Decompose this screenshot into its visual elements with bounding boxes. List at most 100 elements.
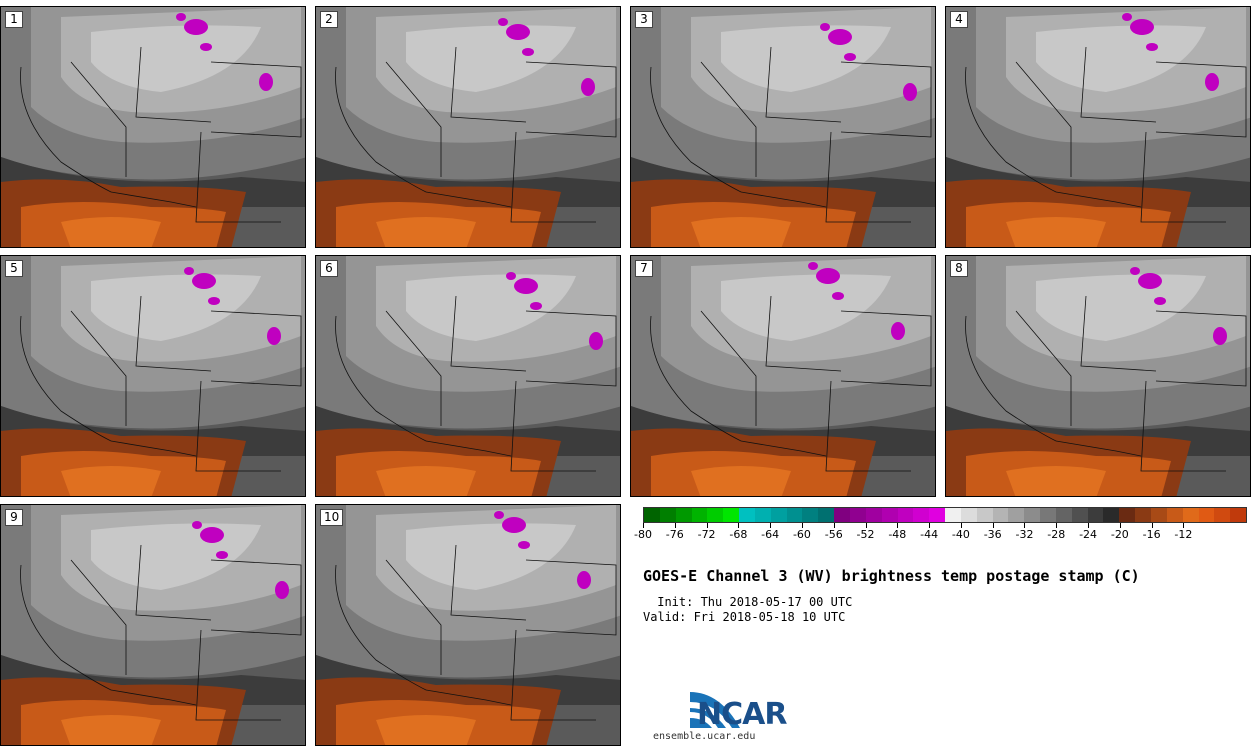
colorbar-swatch [960,508,977,522]
panel-number: 9 [5,509,23,526]
colorbar-swatch [1040,508,1056,522]
colorbar-tick-label: -68 [729,528,748,541]
panel-number: 5 [5,260,23,277]
colorbar-tick [833,523,835,528]
colorbar-tick-label: -32 [1015,528,1034,541]
init-time: Init: Thu 2018-05-17 00 UTC [650,595,853,609]
colorbar-tick-label: -56 [824,528,843,541]
ensemble-url: ensemble.ucar.edu [653,731,756,742]
colorbar-tick [1024,523,1026,528]
colorbar-swatch [1182,508,1199,522]
colorbar-swatch [897,508,914,522]
stamp-panel-5: 5 [0,255,306,497]
colorbar-swatch [675,508,692,522]
colorbar-swatch [1119,508,1136,522]
wv-map [1,505,305,745]
panel-number: 6 [320,260,338,277]
colorbar-swatch [992,508,1009,522]
colorbar-tick-label: -16 [1142,528,1161,541]
colorbar-tick-labels: -80 -76 -72 -68 -64 -60 -56 -52 -48 -44 -40 -36 -32-… [634,523,1247,543]
colorbar-tick-label: -40 [951,528,970,541]
colorbar-swatch [1230,508,1247,522]
colorbar-swatch [881,508,898,522]
colorbar-tick [643,523,644,528]
wv-map [316,505,620,745]
colorbar-swatch [945,508,961,522]
colorbar-swatch [1087,508,1104,522]
stamp-panel-8: 8 [945,255,1251,497]
colorbar-swatch [770,508,787,522]
stamp-panel-1: 1 [0,6,306,248]
colorbar-tick-label: -76 [665,528,684,541]
colorbar-tick-label: -72 [697,528,716,541]
panel-number: 10 [320,509,344,526]
colorbar-tick [897,523,899,528]
colorbar-swatch [1103,508,1120,522]
panel-number: 1 [5,11,23,28]
wv-map [631,7,935,247]
colorbar-swatch [849,508,866,522]
colorbar-swatch [659,508,676,522]
colorbar-tick-label: -80 [634,528,652,541]
colorbar-swatch [834,508,850,522]
stamp-panel-9: 9 [0,504,306,746]
wv-map [946,7,1250,247]
colorbar-tick-label: -36 [983,528,1002,541]
panel-number: 3 [635,11,653,28]
colorbar-tick [1183,523,1185,528]
colorbar-tick [770,523,772,528]
wv-map [1,7,305,247]
wv-map [1,256,305,496]
colorbar-swatch [707,508,724,522]
panel-number: 4 [950,11,968,28]
colorbar-swatch [723,508,740,522]
colorbar-swatch [802,508,819,522]
colorbar-swatch [976,508,993,522]
stamp-panel-2: 2 [315,6,621,248]
stamp-panel-10: 10 [315,504,621,746]
stamp-panel-4: 4 [945,6,1251,248]
colorbar-tick [865,523,867,528]
colorbar-tick [1056,523,1058,528]
figure-title: GOES-E Channel 3 (WV) brightness temp po… [643,567,1140,585]
colorbar-swatch [818,508,835,522]
ncar-logo-text: NCAR [697,697,787,732]
colorbar [643,507,1247,523]
colorbar-tick [929,523,931,528]
colorbar-swatch [913,508,930,522]
colorbar-tick [960,523,962,528]
colorbar-tick [1088,523,1090,528]
colorbar-tick [1151,523,1153,528]
colorbar-swatch [865,508,882,522]
colorbar-swatch [1008,508,1025,522]
wv-map [631,256,935,496]
colorbar-swatch [1071,508,1088,522]
colorbar-swatch [1151,508,1167,522]
ncar-logo-icon [690,692,740,728]
colorbar-tick-label: -24 [1079,528,1098,541]
colorbar-tick [992,523,994,528]
colorbar-swatch [1198,508,1215,522]
colorbar-tick-label: -60 [792,528,811,541]
colorbar-swatch [929,508,946,522]
colorbar-tick-label: -64 [761,528,780,541]
colorbar-swatch [644,508,660,522]
colorbar-swatch [1214,508,1231,522]
colorbar-swatch [1166,508,1183,522]
colorbar-swatch [1135,508,1151,522]
colorbar-swatch [691,508,708,522]
colorbar-tick-label: -52 [856,528,875,541]
colorbar-tick [801,523,803,528]
colorbar-swatch [1024,508,1041,522]
colorbar-tick-label: -12 [1174,528,1193,541]
stamp-panel-3: 3 [630,6,936,248]
colorbar-tick [738,523,740,528]
wv-map [316,7,620,247]
panel-number: 8 [950,260,968,277]
wv-map [946,256,1250,496]
stamp-panel-7: 7 [630,255,936,497]
colorbar-tick [1119,523,1121,528]
colorbar-tick-label: -44 [920,528,939,541]
colorbar-tick-label: -20 [1110,528,1129,541]
stamp-panel-6: 6 [315,255,621,497]
